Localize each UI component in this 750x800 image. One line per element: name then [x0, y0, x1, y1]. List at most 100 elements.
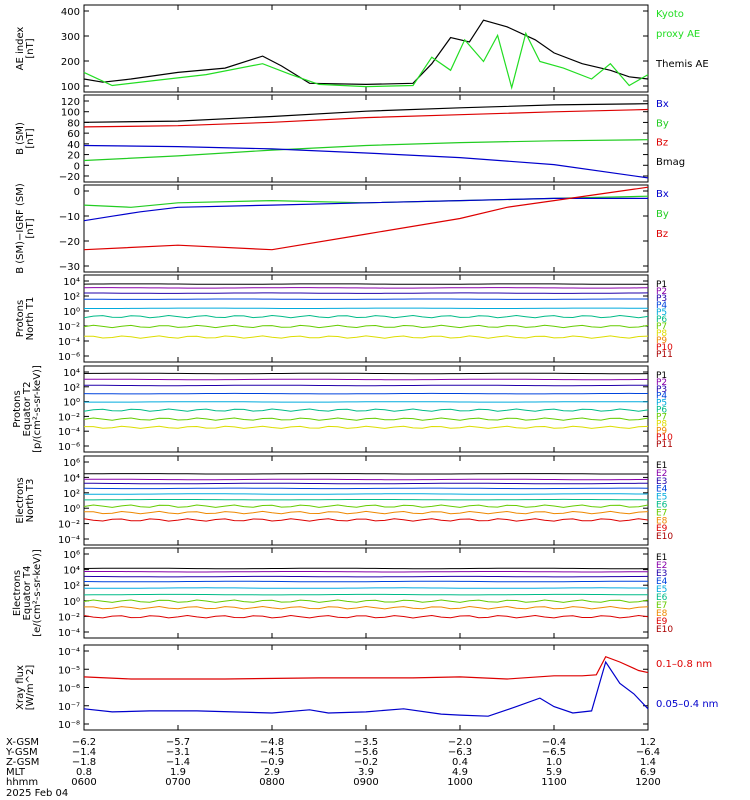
footer-value: −0.4 — [542, 737, 566, 748]
series-line-en — [84, 482, 648, 485]
series-line-pe — [83, 408, 649, 412]
footer-value: 3.9 — [358, 767, 374, 778]
axis-label-ee: [e/(cm²-s-sr-keV)] — [32, 549, 43, 637]
legend-entry-pe: P4 — [656, 392, 667, 402]
ytick-label: 10⁻⁶ — [58, 442, 80, 453]
footer-value: −6.4 — [636, 747, 660, 758]
footer-value: 0800 — [259, 777, 284, 788]
axis-label-pe: Protons — [12, 390, 23, 427]
footer-value: −2.0 — [448, 737, 472, 748]
footer-row-label: MLT — [6, 767, 26, 778]
ytick-label: 10⁻⁸ — [58, 720, 80, 731]
ytick-label: −20 — [59, 237, 80, 248]
footer-value: −6.3 — [448, 747, 472, 758]
series-line-en — [83, 487, 649, 490]
ytick-label: 10⁴ — [63, 277, 80, 288]
legend-entry-bsm: Bz — [656, 138, 668, 149]
footer-value: 0700 — [165, 777, 190, 788]
footer-value: 2.9 — [264, 767, 280, 778]
legend-entry-pn: P2 — [656, 287, 667, 297]
ytick-label: 10⁰ — [63, 307, 80, 318]
footer-value: −4.5 — [260, 747, 284, 758]
series-line-en — [84, 493, 648, 495]
series-line-bigrf — [83, 186, 649, 251]
legend-entry-pn: P9 — [656, 336, 667, 346]
legend-entry-pn: P5 — [656, 308, 667, 318]
footer-value: 1100 — [541, 777, 566, 788]
series-line-ee — [83, 593, 648, 596]
axis-label-bsm: B (SM) — [15, 122, 26, 155]
series-line-xray — [83, 655, 649, 680]
series-line-en — [83, 518, 649, 522]
ytick-label: 200 — [61, 57, 80, 68]
ytick-label: 10⁻⁷ — [58, 702, 80, 713]
legend-entry-ee: E3 — [656, 569, 667, 579]
ytick-label: 10⁻² — [58, 412, 80, 423]
legend-entry-pe: P2 — [656, 378, 667, 388]
axis-label-xray: [W/m^2] — [25, 665, 36, 711]
legend-entry-pe: P10 — [656, 433, 673, 443]
ytick-label: −20 — [59, 172, 80, 183]
footer-value: 1.2 — [640, 737, 656, 748]
ytick-label: 10⁻⁴ — [58, 535, 80, 546]
footer-value: 0600 — [71, 777, 96, 788]
ytick-label: 10⁰ — [63, 398, 80, 409]
ytick-label: 10⁴ — [63, 368, 80, 379]
ytick-label: 10⁻² — [58, 322, 80, 333]
legend-entry-ee: E8 — [656, 609, 668, 619]
footer-value: −0.9 — [260, 757, 284, 768]
footer-value: 1.9 — [170, 767, 186, 778]
footer-value: −1.4 — [166, 757, 190, 768]
series-line-bsm — [83, 108, 649, 128]
legend-entry-pn: P11 — [656, 350, 673, 360]
axis-label-ae: AE index — [15, 27, 26, 71]
footer-value: −4.8 — [260, 737, 284, 748]
axis-label-bsm: [nT] — [25, 128, 36, 148]
legend-entry-en: E1 — [656, 461, 667, 471]
ytick-label: 100 — [61, 82, 80, 93]
legend-entry-en: E2 — [656, 469, 667, 479]
legend-entry-ee: E5 — [656, 585, 667, 595]
series-line-pn — [83, 324, 649, 329]
axis-label-pe: Equator T2 — [22, 382, 33, 437]
ytick-label: 10⁻⁶ — [58, 684, 80, 695]
axis-label-pn: North T1 — [25, 297, 36, 341]
ytick-label: 10⁻⁵ — [58, 665, 80, 676]
series-line-bsm — [83, 103, 649, 123]
axis-label-ee: Equator T4 — [22, 566, 33, 621]
legend-entry-en: E10 — [656, 532, 673, 542]
series-line-pe — [84, 425, 649, 429]
series-line-ee — [83, 580, 648, 583]
series-line-pn — [84, 292, 649, 294]
ytick-label: 10⁴ — [63, 566, 80, 577]
footer-value: 1200 — [635, 777, 660, 788]
ytick-label: 10⁻⁴ — [58, 647, 80, 658]
legend-entry-pn: P7 — [656, 322, 667, 332]
series-line-pn — [83, 314, 649, 319]
legend-entry-ee: E4 — [656, 577, 668, 587]
ytick-label: 10⁴ — [63, 473, 80, 484]
legend-entry-ee: E2 — [656, 561, 667, 571]
legend-entry-ae: Themis AE — [655, 59, 709, 70]
series-line-pe — [83, 417, 649, 421]
footer-value: 4.9 — [452, 767, 468, 778]
series-line-ee — [83, 575, 649, 578]
panel-frame-bsm — [83, 94, 649, 183]
series-line-en — [83, 504, 649, 508]
legend-entry-en: E9 — [656, 524, 668, 534]
ytick-label: 10⁻⁴ — [58, 427, 80, 438]
legend-entry-bsm: Bmag — [656, 157, 685, 168]
ytick-label: 10⁻⁴ — [58, 628, 80, 639]
series-line-ee — [84, 571, 649, 573]
footer-row-label: hhmm — [6, 777, 38, 788]
legend-entry-pn: P10 — [656, 343, 673, 353]
series-line-en — [84, 510, 649, 515]
series-line-ee — [83, 599, 649, 603]
legend-entry-ae: proxy AE — [656, 29, 700, 40]
ytick-label: 10⁰ — [63, 504, 80, 515]
legend-entry-xray: 0.1–0.8 nm — [656, 659, 712, 670]
footer-value: −0.2 — [354, 757, 378, 768]
ytick-label: 10² — [63, 581, 80, 592]
ytick-label: 0 — [74, 161, 80, 172]
footer-value: −6.5 — [542, 747, 566, 758]
